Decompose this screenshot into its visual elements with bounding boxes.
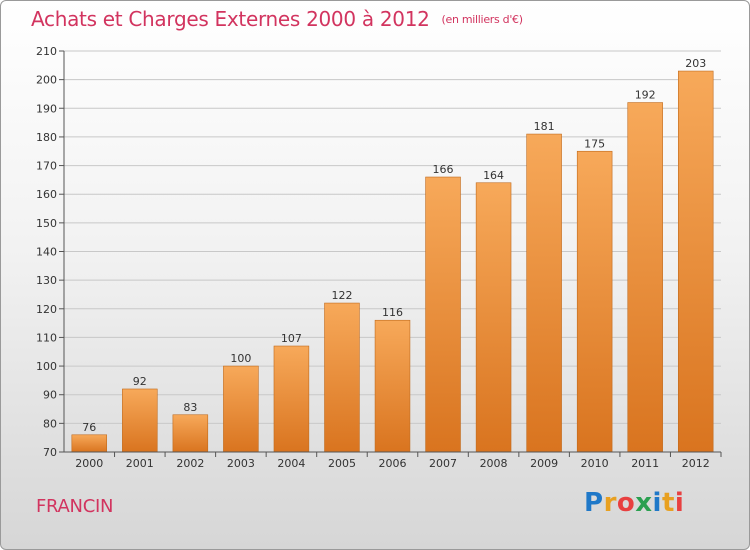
- y-tick-label: 190: [36, 102, 57, 115]
- data-label: 100: [230, 352, 251, 365]
- y-tick-label: 80: [43, 417, 57, 430]
- x-tick-label: 2006: [379, 457, 407, 470]
- y-tick-label: 90: [43, 389, 57, 402]
- bar-2007: [425, 176, 461, 453]
- y-tick-label: 200: [36, 74, 57, 87]
- y-tick-label: 120: [36, 303, 57, 316]
- bar-2003: [223, 365, 259, 453]
- chart-subtitle: (en milliers d'€): [441, 13, 523, 26]
- logo-letter: t: [661, 488, 675, 518]
- bar-2009: [526, 133, 562, 453]
- data-label: 122: [331, 289, 352, 302]
- y-tick-label: 110: [36, 331, 57, 344]
- bar-2000: [71, 434, 108, 453]
- title-text: Achats et Charges Externes 2000 à 2012: [31, 7, 430, 31]
- y-tick-label: 70: [43, 446, 57, 459]
- y-tick-label: 140: [36, 246, 57, 259]
- data-label: 164: [483, 169, 504, 182]
- bar-2004: [273, 345, 310, 453]
- x-tick-label: 2001: [126, 457, 154, 470]
- logo-letter: i: [674, 488, 685, 518]
- data-label: 166: [433, 163, 454, 176]
- bar-2011: [627, 102, 663, 453]
- y-tick-label: 100: [36, 360, 57, 373]
- data-label: 203: [685, 57, 706, 70]
- x-tick-label: 2007: [429, 457, 457, 470]
- data-label: 76: [82, 421, 96, 434]
- logo-letter: i: [652, 488, 662, 518]
- data-labels: 76 92 83 100 107 122 116 166 164 181 175 192 203: [82, 57, 706, 434]
- logo-letter: o: [616, 488, 636, 518]
- x-tick-label: 2008: [480, 457, 508, 470]
- y-tick-label: 160: [36, 188, 57, 201]
- logo-letter: x: [635, 488, 653, 518]
- chart-title: Achats et Charges Externes 2000 à 2012 (e…: [31, 7, 523, 31]
- data-label: 192: [635, 89, 656, 102]
- x-tick-label: 2004: [277, 457, 305, 470]
- y-tick-label: 150: [36, 217, 57, 230]
- bar-2010: [576, 150, 613, 453]
- x-tick-label: 2002: [176, 457, 204, 470]
- bar-2005: [324, 302, 360, 453]
- x-tick-label: 2011: [631, 457, 659, 470]
- bar-2008: [475, 182, 512, 453]
- data-label: 92: [133, 375, 147, 388]
- logo-letter: P: [584, 488, 604, 518]
- data-label: 116: [382, 306, 403, 319]
- x-tick-label: 2003: [227, 457, 255, 470]
- bar-2001: [122, 388, 158, 453]
- y-tick-label: 180: [36, 131, 57, 144]
- data-label: 175: [584, 137, 605, 150]
- bar-2006: [374, 319, 411, 453]
- x-tick-label: 2005: [328, 457, 356, 470]
- commune-name: FRANCIN: [36, 496, 114, 517]
- y-tick-label: 130: [36, 274, 57, 287]
- x-tick-label: 2000: [75, 457, 103, 470]
- proxiti-logo[interactable]: Proxiti: [584, 488, 684, 518]
- y-tick-label: 210: [36, 45, 57, 58]
- x-tick-label: 2012: [682, 457, 710, 470]
- data-label: 107: [281, 332, 302, 345]
- bar-2012: [677, 70, 714, 453]
- x-tick-label: 2010: [581, 457, 609, 470]
- bars: [71, 70, 714, 453]
- logo-letter: r: [603, 488, 617, 518]
- data-label: 181: [534, 120, 555, 133]
- y-axis: 70 80 90 100 110 120 130 140 150 160 170 180 190 200 2…: [36, 45, 65, 459]
- y-tick-label: 170: [36, 160, 57, 173]
- x-tick-label: 2009: [530, 457, 558, 470]
- x-axis: 2000 2001 2002 2003 2004 2005 2006 2007 2008 2009…: [64, 451, 722, 470]
- data-label: 83: [183, 401, 197, 414]
- bar-2002: [172, 414, 209, 453]
